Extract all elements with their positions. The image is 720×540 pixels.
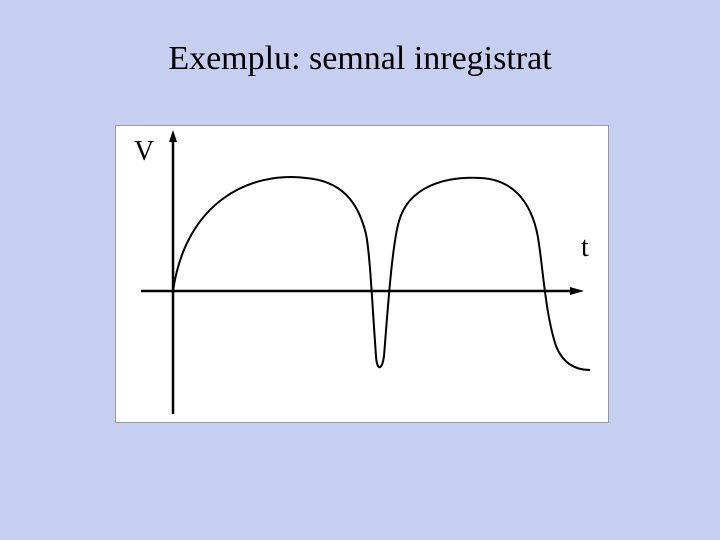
- signal-plot-svg: V t: [116, 126, 608, 422]
- signal-chart: V t: [115, 125, 609, 423]
- slide: Exemplu: semnal inregistrat V t: [0, 0, 720, 540]
- page-title: Exemplu: semnal inregistrat: [0, 40, 720, 78]
- x-axis-arrow: [570, 287, 584, 295]
- y-axis-label: V: [134, 136, 154, 167]
- signal-curve: [173, 177, 590, 370]
- y-axis-arrow: [169, 130, 177, 142]
- x-axis-label: t: [581, 232, 589, 263]
